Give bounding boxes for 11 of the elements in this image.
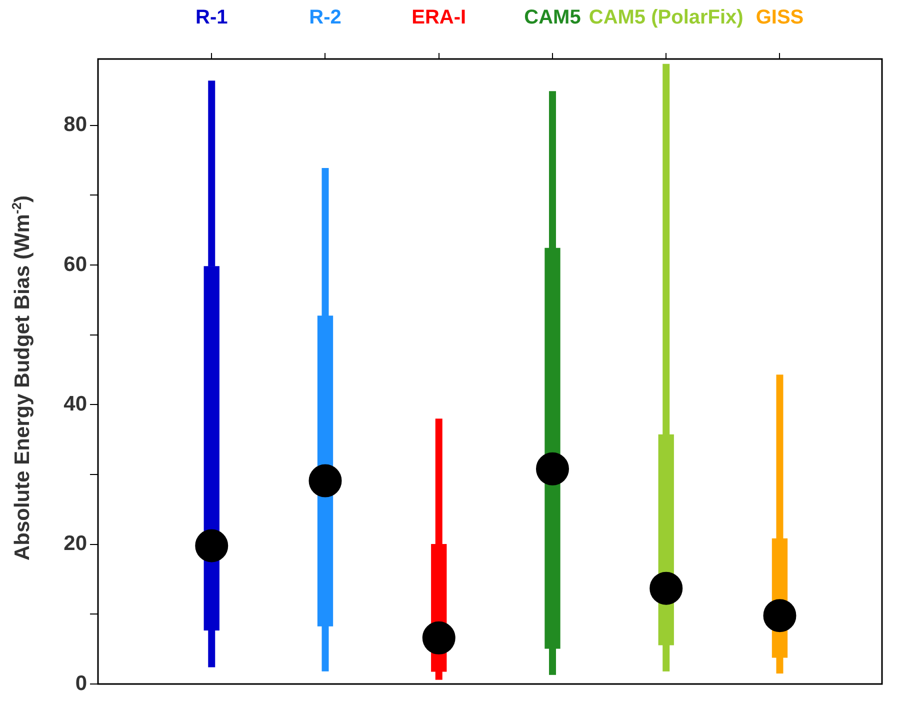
y-tick-label: 80 [64,113,87,136]
x-tick-label: R-2 [309,6,342,29]
y-tick-label: 60 [64,252,87,276]
y-tick-label: 0 [75,672,87,695]
y-tick-label: 40 [64,392,87,416]
x-tick-label: R-1 [196,6,228,29]
x-tick-label: CAM5 (PolarFix) [588,6,744,29]
y-tick-label: 20 [64,532,87,556]
x-tick-label: GISS [756,6,804,29]
x-tick-label: ERA-I [412,6,466,29]
x-tick-label: CAM5 [524,6,581,29]
